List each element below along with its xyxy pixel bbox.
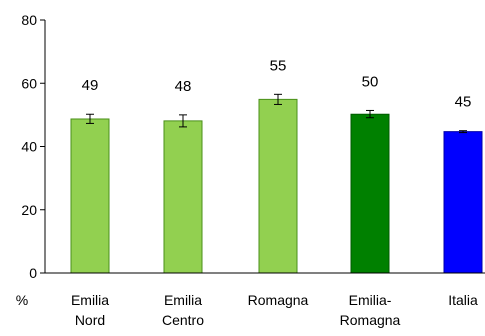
y-tick-label: 80 — [21, 12, 37, 28]
bar — [163, 120, 203, 274]
data-label: 49 — [82, 77, 99, 94]
y-tick-label: 60 — [21, 75, 37, 91]
y-axis: 0 20 40 60 80 — [21, 12, 46, 281]
data-label: 55 — [270, 57, 287, 74]
x-category-label: Emilia Nord — [71, 292, 109, 328]
x-category-label: Emilia Centro — [162, 292, 204, 328]
x-axis: Emilia Nord Emilia Centro Romagna Emilia-Roma… — [45, 272, 485, 328]
y-tick-label: 0 — [29, 265, 37, 281]
data-label: 45 — [455, 94, 472, 111]
y-unit-label: % — [16, 292, 28, 308]
bar — [443, 131, 483, 274]
bars-group: 49 48 55 50 45 — [70, 57, 483, 274]
x-category-label: Italia — [448, 292, 478, 308]
data-label: 50 — [362, 73, 379, 90]
y-tick-label: 20 — [21, 202, 37, 218]
x-category-label: Romagna — [248, 292, 309, 308]
y-tick-label: 40 — [21, 139, 37, 155]
x-category-label: Emilia-Romagna — [340, 292, 401, 328]
bar — [258, 98, 298, 274]
data-label: 48 — [175, 78, 192, 95]
bar — [70, 118, 110, 274]
bar — [350, 113, 390, 274]
